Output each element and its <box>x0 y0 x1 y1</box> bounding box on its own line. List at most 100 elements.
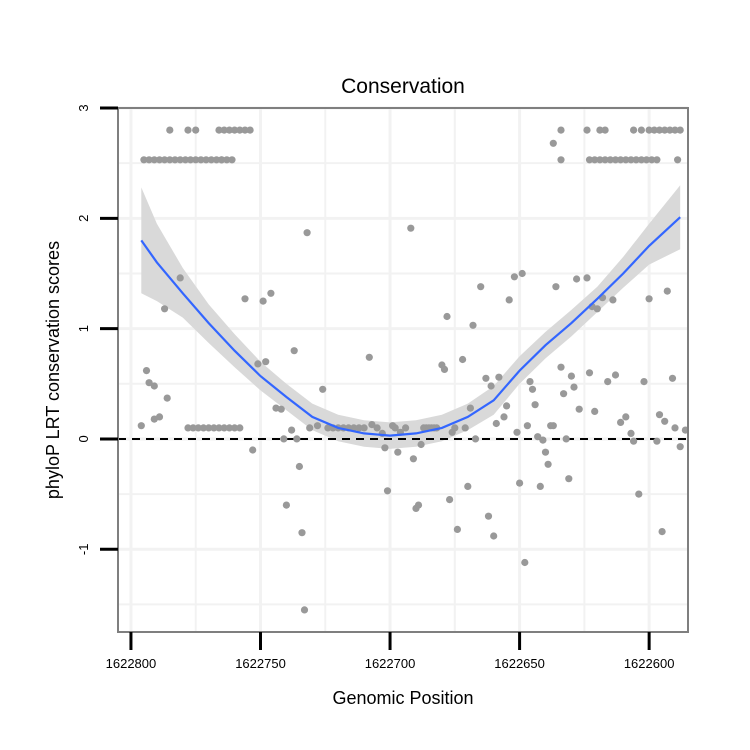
data-point <box>663 287 671 295</box>
data-point <box>536 482 544 490</box>
data-point <box>549 422 557 430</box>
data-point <box>630 126 638 134</box>
data-point <box>495 373 503 381</box>
x-tick-label: 1622600 <box>624 656 675 671</box>
data-point <box>220 424 228 432</box>
data-point <box>583 274 591 282</box>
data-point <box>176 274 184 282</box>
y-tick-label: -1 <box>76 544 91 556</box>
data-point <box>228 156 236 164</box>
data-point <box>541 448 550 456</box>
data-point <box>482 374 490 382</box>
data-point <box>210 424 218 432</box>
data-point <box>477 283 485 291</box>
data-point <box>383 487 392 495</box>
data-point <box>539 436 547 444</box>
y-tick-label: 2 <box>76 215 91 222</box>
data-point <box>166 156 174 164</box>
data-point <box>451 424 459 432</box>
data-point <box>617 418 625 426</box>
data-point <box>500 413 508 421</box>
data-point <box>632 156 640 164</box>
data-point <box>630 437 638 445</box>
data-point <box>145 156 153 164</box>
data-point <box>181 156 189 164</box>
data-point <box>658 528 666 536</box>
data-point <box>277 405 285 413</box>
data-point <box>596 126 604 134</box>
data-point <box>236 126 244 134</box>
data-point <box>523 422 532 430</box>
data-point <box>461 424 469 432</box>
data-point <box>593 305 601 313</box>
data-point <box>360 424 368 432</box>
data-point <box>469 321 477 329</box>
y-axis: -1 0 1 2 3 <box>76 104 118 555</box>
data-point <box>176 156 184 164</box>
data-point <box>163 394 171 402</box>
x-axis: 1622800 1622750 1622700 1622650 1622600 <box>106 632 675 671</box>
data-point <box>622 156 630 164</box>
data-point <box>521 558 529 567</box>
data-point <box>199 424 208 432</box>
data-point <box>300 606 309 614</box>
data-point <box>194 424 202 432</box>
smooth-fit-line <box>140 216 681 437</box>
data-point <box>280 435 288 443</box>
data-point <box>236 424 244 432</box>
data-point <box>591 156 599 164</box>
data-point <box>231 126 239 134</box>
data-point <box>604 378 612 386</box>
data-point <box>661 126 669 134</box>
data-point <box>225 126 233 134</box>
data-point <box>394 448 402 456</box>
data-point <box>570 383 578 391</box>
data-point <box>637 156 646 164</box>
data-point <box>373 424 381 432</box>
data-point <box>653 156 661 164</box>
data-point <box>155 156 164 164</box>
data-point <box>518 269 526 278</box>
data-point <box>350 424 358 432</box>
data-point <box>207 156 215 164</box>
data-point <box>142 367 151 375</box>
data-point <box>218 156 226 164</box>
data-point <box>184 126 192 134</box>
data-point <box>166 126 174 134</box>
data-point <box>295 462 303 471</box>
data-point <box>417 440 425 449</box>
data-point <box>585 156 594 164</box>
data-point <box>368 421 376 429</box>
data-point <box>241 295 249 303</box>
data-point <box>671 424 679 432</box>
y-tick-label: 3 <box>76 104 91 111</box>
data-point <box>453 525 461 534</box>
data-point <box>505 296 513 304</box>
data-point <box>534 433 542 441</box>
x-tick-label: 1622750 <box>235 656 286 671</box>
data-point <box>676 443 684 451</box>
data-point <box>150 382 158 390</box>
data-point <box>583 126 591 134</box>
chart-title: Conservation <box>341 75 465 98</box>
data-point <box>484 512 493 520</box>
y-tick-label: 1 <box>76 325 91 332</box>
data-point <box>627 429 635 437</box>
data-point <box>557 126 565 134</box>
data-point <box>528 385 537 393</box>
panel-border <box>117 107 689 633</box>
data-point <box>596 156 604 164</box>
data-point <box>249 446 257 454</box>
data-point <box>391 424 399 432</box>
data-point <box>645 126 653 134</box>
data-point <box>282 501 290 509</box>
data-point <box>466 404 474 412</box>
data-point <box>220 126 228 134</box>
data-point <box>414 501 423 509</box>
data-point <box>585 369 594 377</box>
data-point <box>510 273 518 281</box>
data-point <box>622 413 630 421</box>
data-point <box>640 378 648 386</box>
data-point <box>197 156 205 164</box>
